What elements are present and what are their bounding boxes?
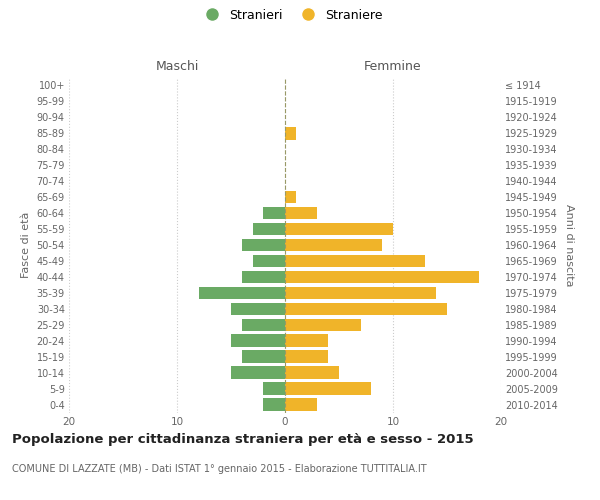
Text: COMUNE DI LAZZATE (MB) - Dati ISTAT 1° gennaio 2015 - Elaborazione TUTTITALIA.IT: COMUNE DI LAZZATE (MB) - Dati ISTAT 1° g… [12,464,427,474]
Bar [285,191,296,203]
Bar [263,207,285,220]
Bar [285,318,361,331]
Bar [285,270,479,283]
Bar [263,398,285,410]
Bar [231,366,285,379]
Bar [285,286,436,299]
Bar [253,223,285,235]
Bar [285,398,317,410]
Bar [253,254,285,267]
Bar [285,382,371,395]
Bar [231,334,285,347]
Text: Maschi: Maschi [155,60,199,72]
Bar [285,254,425,267]
Bar [199,286,285,299]
Bar [285,334,328,347]
Bar [285,350,328,363]
Bar [285,207,317,220]
Y-axis label: Anni di nascita: Anni di nascita [563,204,574,286]
Bar [263,382,285,395]
Bar [285,223,393,235]
Bar [242,239,285,251]
Y-axis label: Fasce di età: Fasce di età [21,212,31,278]
Text: Femmine: Femmine [364,60,422,72]
Text: Popolazione per cittadinanza straniera per età e sesso - 2015: Popolazione per cittadinanza straniera p… [12,432,473,446]
Bar [285,239,382,251]
Bar [231,302,285,315]
Bar [242,270,285,283]
Bar [242,318,285,331]
Bar [285,302,447,315]
Bar [285,127,296,140]
Legend: Stranieri, Straniere: Stranieri, Straniere [199,8,383,22]
Bar [242,350,285,363]
Bar [285,366,339,379]
